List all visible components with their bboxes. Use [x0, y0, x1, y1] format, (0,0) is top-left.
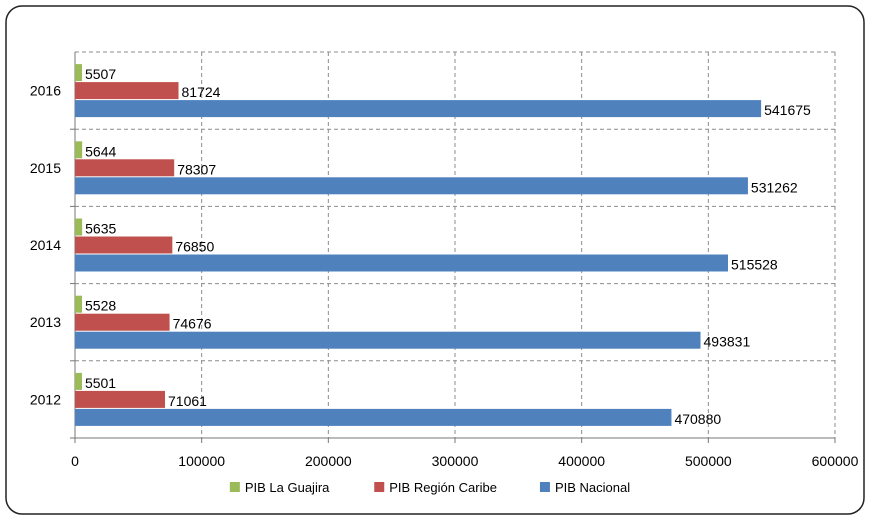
y-tick-label: 2016 — [30, 83, 61, 99]
data-label-pib-nacional: 515528 — [731, 257, 778, 273]
data-label-pib-region-caribe: 71061 — [168, 393, 207, 409]
y-tick-label: 2014 — [30, 237, 61, 253]
data-label-pib-region-caribe: 74676 — [173, 316, 212, 332]
x-tick-label: 100000 — [178, 453, 225, 469]
data-label-pib-region-caribe: 76850 — [175, 239, 214, 255]
bar-pib-nacional — [75, 177, 748, 195]
x-tick-label: 600000 — [812, 453, 859, 469]
bar-pib-region-caribe — [75, 236, 173, 254]
data-label-pib-nacional: 470880 — [674, 411, 721, 427]
bar-pib-nacional — [75, 254, 729, 272]
bar-pib-nacional — [75, 331, 701, 349]
y-tick-label: 2013 — [30, 314, 61, 330]
data-label-pib-nacional: 541675 — [764, 102, 811, 118]
data-label-pib-la-guajira: 5501 — [85, 375, 116, 391]
y-tick-label: 2012 — [30, 391, 61, 407]
legend-swatch-pib-region-caribe — [374, 482, 385, 492]
x-tick-label: 400000 — [558, 453, 605, 469]
bar-pib-region-caribe — [75, 159, 175, 177]
data-label-pib-nacional: 531262 — [751, 179, 798, 195]
x-tick-label: 200000 — [305, 453, 352, 469]
x-tick-label: 500000 — [685, 453, 732, 469]
labels: 0 100000 200000 300000 400000 500000 600000 201… — [30, 66, 859, 469]
data-label-pib-nacional: 493831 — [704, 334, 751, 350]
bar-pib-region-caribe — [75, 313, 170, 331]
data-label-pib-la-guajira: 5635 — [85, 221, 116, 237]
bar-pib-region-caribe — [75, 82, 179, 100]
legend-swatch-pib-nacional — [539, 482, 550, 492]
data-label-pib-la-guajira: 5644 — [85, 143, 116, 159]
bar-pib-la-guajira — [75, 64, 82, 82]
bar-pib-nacional — [75, 408, 672, 426]
legend-swatch-pib-la-guajira — [229, 482, 240, 492]
bar-pib-la-guajira — [75, 141, 83, 159]
legend-label-pib-nacional: PIB Nacional — [555, 480, 630, 495]
data-label-pib-region-caribe: 81724 — [182, 84, 221, 100]
x-tick-label: 300000 — [432, 453, 479, 469]
bar-pib-la-guajira — [75, 218, 83, 236]
legend-label-pib-region-caribe: PIB Región Caribe — [389, 480, 497, 495]
legend: PIB La Guajira PIB Región Caribe PIB Nacio… — [229, 480, 630, 495]
data-label-pib-region-caribe: 78307 — [177, 161, 216, 177]
bar-pib-region-caribe — [75, 390, 166, 408]
legend-label-pib-la-guajira: PIB La Guajira — [245, 480, 330, 495]
y-tick-label: 2015 — [30, 160, 61, 176]
bar-pib-nacional — [75, 100, 762, 118]
data-label-pib-la-guajira: 5507 — [85, 66, 116, 82]
bar-pib-la-guajira — [75, 372, 82, 390]
bars — [75, 64, 762, 426]
data-label-pib-la-guajira: 5528 — [85, 298, 116, 314]
x-tick-label: 0 — [71, 453, 79, 469]
bar-pib-la-guajira — [75, 295, 83, 313]
